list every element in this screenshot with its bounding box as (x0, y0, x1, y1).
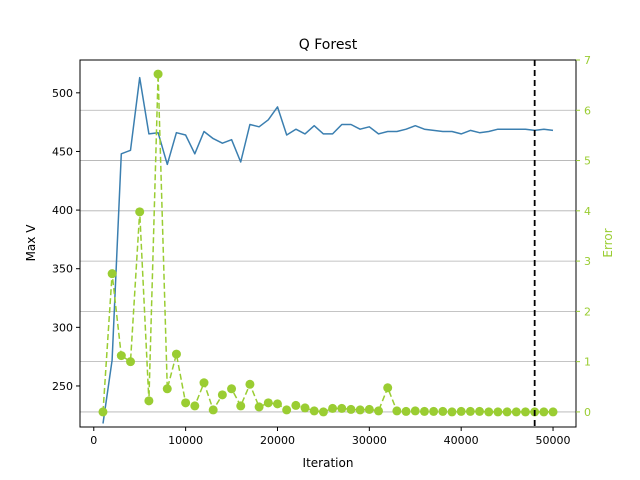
grid-layer (80, 59, 576, 413)
error-point (548, 407, 558, 417)
error-point (236, 401, 246, 411)
error-point (217, 390, 227, 400)
y2-tick-label: 6 (584, 104, 591, 117)
error-point (144, 396, 154, 406)
error-point (511, 407, 521, 417)
y-tick-label: 400 (52, 204, 73, 217)
error-point (539, 407, 549, 417)
y2-axis-label: Error (601, 228, 615, 257)
error-point (190, 401, 200, 411)
error-point (374, 406, 384, 416)
error-point (493, 407, 503, 417)
error-point (355, 405, 365, 415)
plot-frame (79, 59, 577, 428)
series-layer (98, 60, 558, 427)
error-point (456, 406, 466, 416)
y2-tick-label: 0 (584, 406, 591, 419)
y2-tick-label: 4 (584, 205, 591, 218)
y2-tick-label: 5 (584, 155, 591, 168)
error-point (392, 406, 402, 416)
y-tick-label: 300 (52, 321, 73, 334)
error-point (282, 405, 292, 415)
error-point (107, 269, 117, 279)
y-tick-label: 250 (52, 380, 73, 393)
error-point (181, 398, 191, 408)
error-point (484, 407, 494, 417)
error-point (447, 407, 457, 417)
error-point (429, 406, 439, 416)
error-point (126, 357, 136, 367)
error-point (520, 407, 530, 417)
error-point (502, 407, 512, 417)
y2-tick-label: 1 (584, 356, 591, 369)
error-point (383, 383, 393, 393)
x-tick-label: 30000 (352, 434, 387, 447)
error-point (300, 403, 310, 413)
error-point (208, 405, 218, 415)
error-point (199, 378, 209, 388)
x-tick-label: 20000 (260, 434, 295, 447)
chart-title: Q Forest (299, 37, 358, 53)
frame-layer (79, 59, 577, 428)
error-point (438, 406, 448, 416)
error-point (346, 404, 356, 414)
series-line-max-v (102, 76, 554, 424)
error-point (263, 398, 273, 408)
error-point (153, 69, 163, 79)
error-point (364, 404, 374, 414)
error-point (410, 406, 420, 416)
x-tick-label: 10000 (168, 434, 203, 447)
error-point (318, 407, 328, 417)
error-point (98, 407, 108, 417)
x-axis-label: Iteration (303, 456, 354, 470)
error-point (254, 402, 264, 412)
error-point (328, 403, 338, 413)
error-point (475, 406, 485, 416)
error-point (337, 403, 347, 413)
error-point (401, 406, 411, 416)
x-tick-label: 40000 (444, 434, 479, 447)
y-tick-label: 500 (52, 87, 73, 100)
x-tick-label: 50000 (536, 434, 571, 447)
y-axis-label: Max V (24, 224, 38, 262)
error-point (135, 207, 145, 217)
y2-tick-label: 2 (584, 305, 591, 318)
y2-tick-label: 3 (584, 255, 591, 268)
error-point (465, 406, 475, 416)
error-point (116, 351, 126, 361)
y2-tick-label: 7 (584, 54, 591, 67)
error-point (227, 384, 237, 394)
error-point (272, 399, 282, 409)
error-point (162, 384, 172, 394)
error-point (171, 349, 181, 359)
error-point (309, 406, 319, 416)
y-tick-label: 350 (52, 263, 73, 276)
tick-layer: 0 10000 20000 30000 40000 5000025030035040045… (52, 54, 591, 447)
error-point (419, 406, 429, 416)
error-point (291, 400, 301, 410)
error-point (245, 379, 255, 389)
x-tick-label: 0 (90, 434, 97, 447)
series-line-error (102, 74, 553, 413)
y-tick-label: 450 (52, 145, 73, 158)
